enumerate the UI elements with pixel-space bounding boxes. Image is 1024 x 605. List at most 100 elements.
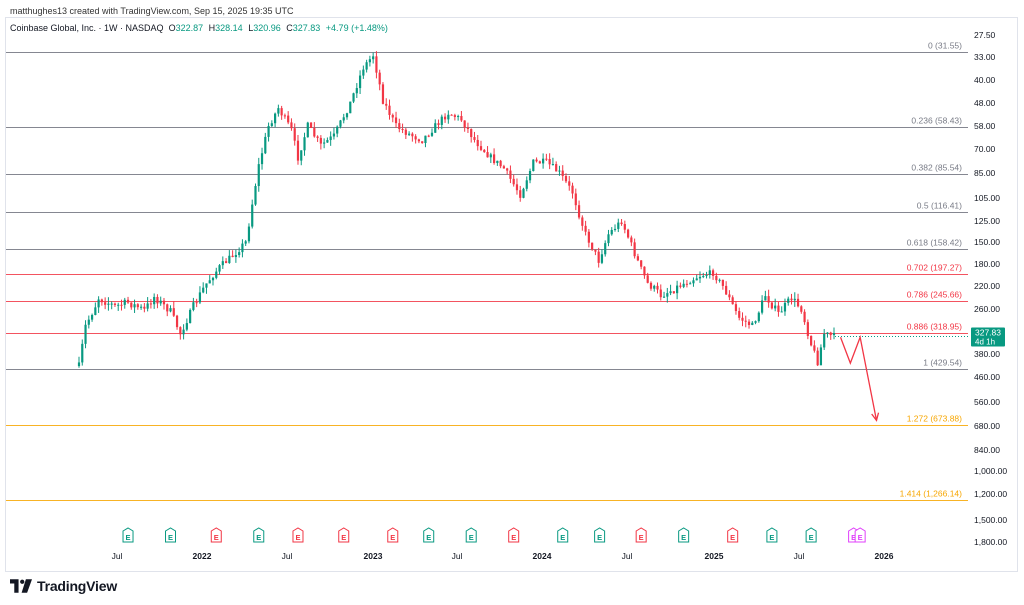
earnings-letter: E <box>851 533 856 542</box>
candle <box>633 238 636 259</box>
candle <box>260 147 264 170</box>
price-axis[interactable]: 27.50 33.00 40.00 48.00 58.00 70.00 85.00 105.0… <box>974 30 1007 547</box>
earnings-marker[interactable]: E <box>678 527 690 543</box>
time-axis[interactable]: Jul 2022 Jul 2023 Jul 2024 Jul 2025 Jul 2026 <box>112 551 894 561</box>
earnings-badge-icon <box>122 527 134 543</box>
earnings-badge-icon <box>594 527 606 543</box>
earnings-marker[interactable]: E <box>210 527 222 543</box>
candle <box>388 99 391 120</box>
candle <box>662 291 666 299</box>
earnings-marker[interactable]: E <box>557 527 569 543</box>
candle <box>251 199 254 229</box>
candle-body <box>90 314 94 320</box>
candle-body <box>770 302 774 309</box>
projection-drawing[interactable] <box>839 334 880 422</box>
candle <box>283 113 287 119</box>
fibonacci-retracement[interactable]: 0 (31.55) 0.236 (58.43) 0.382 (85.54) 0.5 (… <box>6 41 968 501</box>
candle-body <box>447 114 450 120</box>
candle-body <box>676 285 679 294</box>
candle-body <box>492 154 496 164</box>
candle <box>506 167 509 175</box>
candle-body <box>365 62 368 70</box>
earnings-marker[interactable]: E <box>465 527 477 543</box>
candle-body <box>747 321 751 325</box>
candle <box>293 123 296 146</box>
candle <box>427 134 430 138</box>
price-axis-label: 1,500.00 <box>974 515 1007 525</box>
candle <box>329 131 332 146</box>
candle-body <box>139 306 143 308</box>
candle-body <box>823 333 826 348</box>
candle <box>483 148 486 153</box>
earnings-marker[interactable]: E <box>338 527 350 543</box>
candle-body <box>633 242 636 257</box>
candle <box>362 65 365 79</box>
earnings-marker[interactable]: E <box>805 527 817 543</box>
candle-body <box>607 234 610 244</box>
candle-body <box>528 170 532 181</box>
earnings-marker[interactable]: E <box>387 527 399 543</box>
candle-body <box>107 303 110 305</box>
candle-body <box>221 261 224 266</box>
candle <box>780 306 783 313</box>
candle-body <box>453 115 456 117</box>
earnings-letter: E <box>341 533 346 542</box>
candle-body <box>303 137 306 151</box>
candle <box>450 114 453 116</box>
earnings-marker[interactable]: E <box>854 527 866 543</box>
earnings-letter: E <box>469 533 474 542</box>
candle-body <box>434 123 437 133</box>
candle <box>104 297 107 310</box>
candle-body <box>280 108 283 116</box>
earnings-marker[interactable]: E <box>292 527 304 543</box>
candle <box>721 279 724 290</box>
high-value: 328.14 <box>215 23 243 33</box>
earnings-marker[interactable]: E <box>253 527 265 543</box>
earnings-marker[interactable]: E <box>508 527 520 543</box>
candle <box>192 297 195 312</box>
candle-body <box>532 159 535 171</box>
candle <box>548 153 551 170</box>
candle <box>826 332 829 338</box>
candle <box>87 315 90 329</box>
earnings-marker[interactable]: E <box>423 527 435 543</box>
candlesticks[interactable] <box>77 51 836 368</box>
fib-level-label: 0 (31.55) <box>928 41 962 51</box>
candle <box>195 298 198 308</box>
candle-body <box>421 141 424 144</box>
earnings-marker[interactable]: E <box>766 527 778 543</box>
candle <box>656 282 659 294</box>
candle <box>453 113 456 121</box>
earnings-marker[interactable]: E <box>635 527 647 543</box>
candle-body <box>300 150 303 161</box>
candle <box>270 120 273 128</box>
candle-body <box>283 115 287 117</box>
candle <box>424 135 427 148</box>
candle <box>457 114 460 121</box>
candle <box>816 347 819 367</box>
candle-body <box>757 312 760 322</box>
candle-body <box>587 231 590 243</box>
earnings-marker[interactable]: E <box>122 527 134 543</box>
earnings-marker[interactable]: E <box>727 527 739 543</box>
projection-path[interactable] <box>839 334 878 421</box>
candle-body <box>133 304 136 308</box>
candle-body <box>329 136 332 141</box>
candle-body <box>224 261 228 264</box>
candle <box>561 165 564 181</box>
candle <box>241 239 244 258</box>
earnings-marker[interactable]: E <box>594 527 606 543</box>
earnings-marker[interactable]: E <box>165 527 177 543</box>
candle <box>319 135 322 150</box>
candle-body <box>126 299 130 303</box>
candle <box>751 321 754 326</box>
earnings-badge-icon <box>210 527 222 543</box>
candle <box>81 339 84 366</box>
candle-body <box>336 126 339 134</box>
candle <box>555 161 558 172</box>
tradingview-logo[interactable]: TradingView <box>10 576 117 596</box>
earnings-badge-icon <box>292 527 304 543</box>
candle-body <box>100 299 103 303</box>
